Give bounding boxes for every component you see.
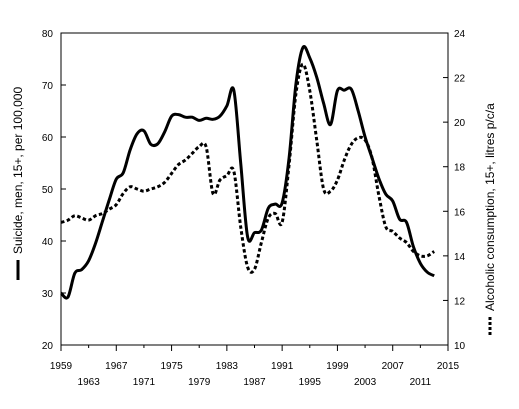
left-y-tick-label: 30 bbox=[42, 289, 54, 300]
x-tick-label: 1999 bbox=[326, 361, 349, 372]
x-tick-label: 1987 bbox=[243, 377, 266, 388]
left-axis-title-group: Suicide, men, 15+, per 100,000 bbox=[11, 87, 25, 280]
x-tick-label: 1963 bbox=[78, 377, 101, 388]
right-axis-title: Alcoholic consumption, 15+, litres p/c/a bbox=[483, 103, 497, 311]
x-axis: 1959 1967 1975 1983 1991 1999 2007 2015 1963 1971… bbox=[50, 345, 460, 388]
right-y-tick-label: 24 bbox=[454, 29, 466, 40]
left-y-tick-label: 60 bbox=[42, 133, 54, 144]
right-axis-title-group: Alcoholic consumption, 15+, litres p/c/a bbox=[483, 103, 497, 335]
right-y-tick-label: 14 bbox=[454, 252, 466, 263]
x-tick-label: 1967 bbox=[105, 361, 128, 372]
x-tick-label: 1971 bbox=[133, 377, 156, 388]
right-y-tick-label: 16 bbox=[454, 207, 466, 218]
series-layer bbox=[59, 45, 436, 300]
right-y-tick-label: 22 bbox=[454, 74, 466, 85]
x-tick-label: 1991 bbox=[271, 361, 294, 372]
plot-frame bbox=[60, 32, 449, 346]
x-tick-label: 2011 bbox=[410, 377, 432, 388]
left-axis-title: Suicide, men, 15+, per 100,000 bbox=[11, 87, 25, 254]
left-y-axis: 20 30 40 50 60 70 80 bbox=[42, 29, 66, 352]
left-y-tick-label: 40 bbox=[42, 237, 54, 248]
left-y-tick-label: 80 bbox=[42, 29, 54, 40]
x-tick-label: 1983 bbox=[216, 361, 239, 372]
x-tick-label: 1975 bbox=[160, 361, 183, 372]
right-y-axis: 10 12 14 16 18 20 22 24 bbox=[443, 29, 466, 352]
x-tick-label: 2007 bbox=[382, 361, 405, 372]
x-tick-label: 1959 bbox=[50, 361, 73, 372]
x-tick-label: 1979 bbox=[188, 377, 211, 388]
right-y-tick-label: 20 bbox=[454, 118, 466, 129]
left-y-tick-label: 70 bbox=[42, 81, 54, 92]
series-line-alcohol-consumption bbox=[60, 62, 436, 274]
x-tick-label: 2015 bbox=[437, 361, 460, 372]
series-line-suicide-rate bbox=[59, 45, 435, 300]
x-tick-label: 1995 bbox=[299, 377, 322, 388]
right-y-tick-label: 12 bbox=[454, 296, 466, 307]
right-y-tick-label: 18 bbox=[454, 163, 466, 174]
left-y-tick-label: 50 bbox=[42, 185, 54, 196]
x-tick-label: 2003 bbox=[354, 377, 377, 388]
left-y-tick-label: 20 bbox=[42, 341, 54, 352]
right-y-tick-label: 10 bbox=[454, 341, 466, 352]
